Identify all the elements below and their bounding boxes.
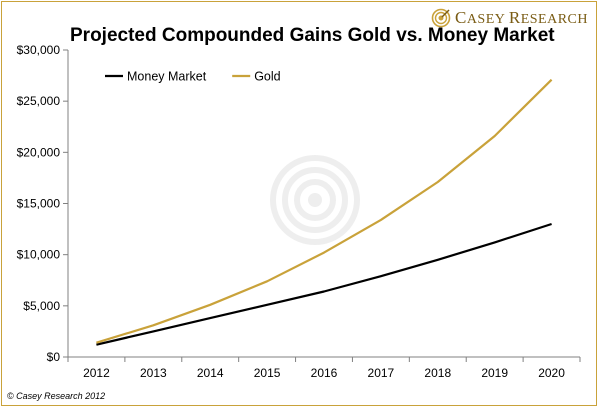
y-tick-label: $0 (47, 350, 61, 364)
chart-title: Projected Compounded Gains Gold vs. Mone… (70, 25, 555, 46)
legend-label-money-market: Money Market (127, 70, 207, 84)
y-tick-label: $20,000 (17, 145, 61, 159)
y-tick-label: $15,000 (17, 197, 61, 211)
x-tick-label: 2017 (368, 366, 395, 380)
x-tick-label: 2012 (83, 366, 110, 380)
y-tick-label: $25,000 (17, 94, 61, 108)
x-tick-label: 2013 (140, 366, 167, 380)
x-tick-label: 2016 (311, 366, 338, 380)
x-tick-label: 2020 (538, 366, 565, 380)
watermark-logo (270, 155, 360, 245)
y-tick-label: $5,000 (23, 299, 60, 313)
y-tick-label: $10,000 (17, 248, 61, 262)
y-tick-label: $30,000 (17, 43, 61, 57)
series-line-money-market (96, 222, 552, 346)
legend-label-gold: Gold (254, 70, 280, 84)
x-tick-label: 2019 (481, 366, 508, 380)
casey-research-logo-icon (431, 8, 451, 28)
series-line-gold (96, 78, 553, 344)
brand-logo: CASEY RESEARCH (431, 8, 588, 28)
x-tick-label: 2014 (197, 366, 224, 380)
x-tick-label: 2015 (254, 366, 281, 380)
copyright-text: © Casey Research 2012 (7, 391, 106, 401)
x-tick-label: 2018 (424, 366, 451, 380)
brand-name: CASEY RESEARCH (454, 8, 588, 27)
